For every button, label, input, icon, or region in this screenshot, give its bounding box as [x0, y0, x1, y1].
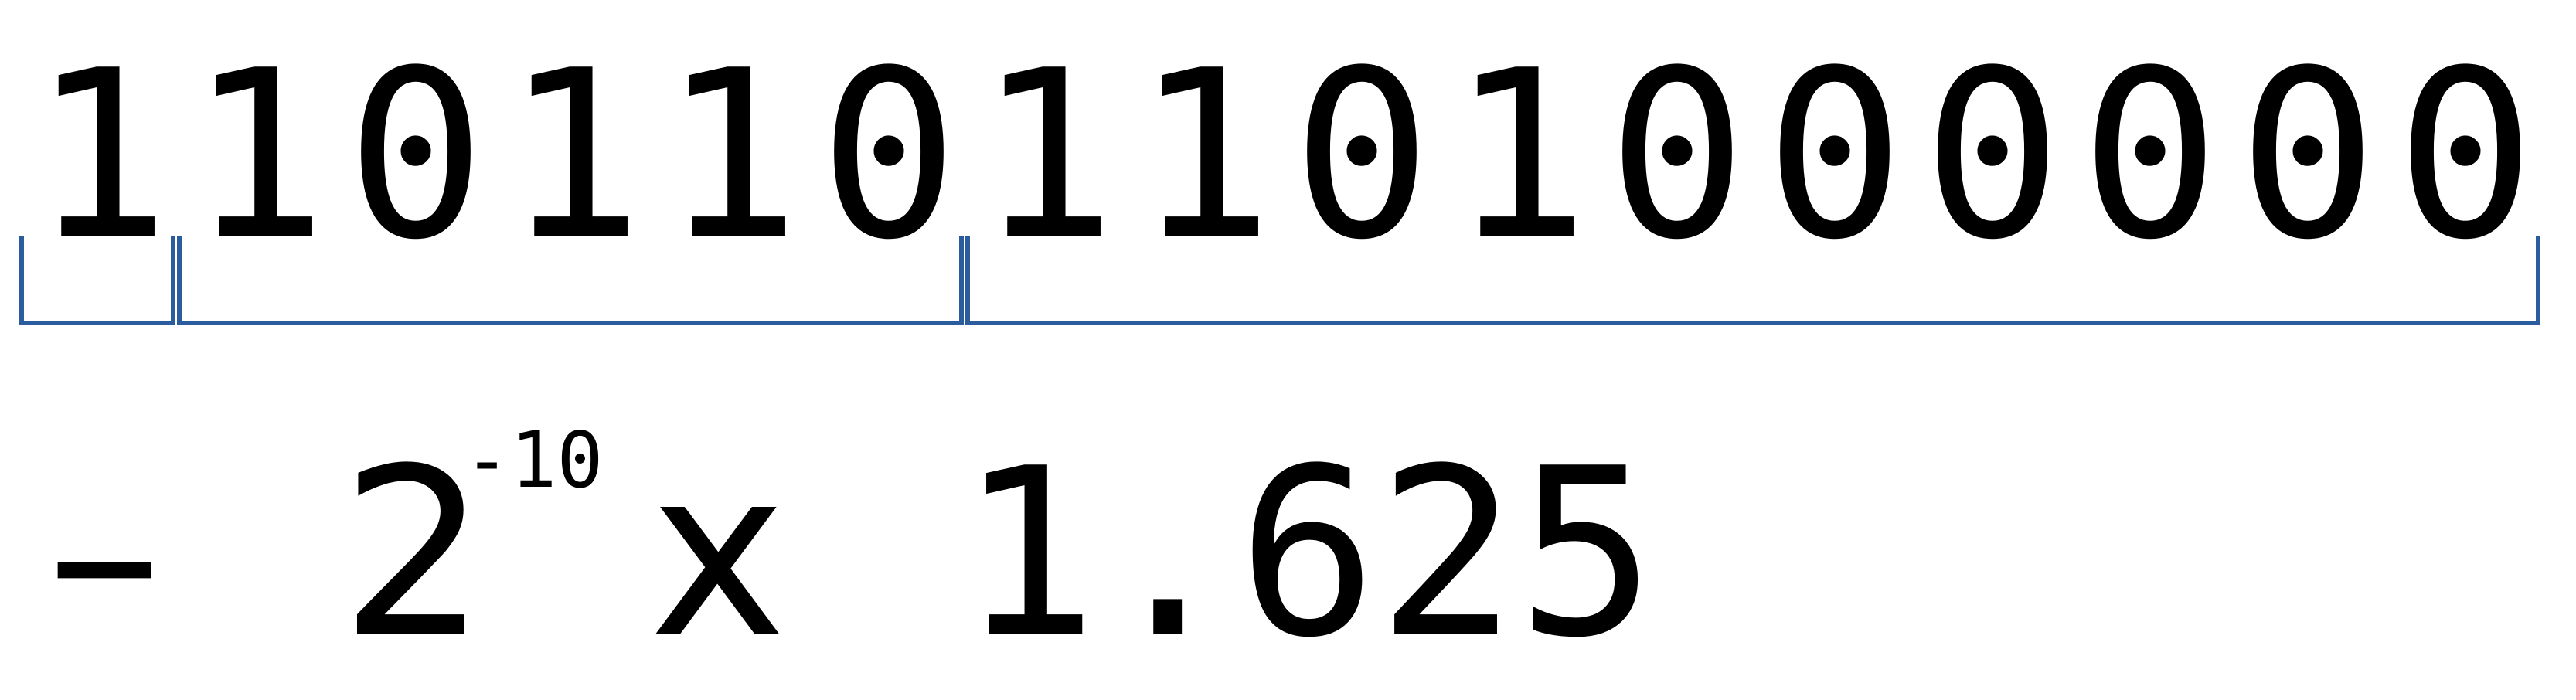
bit-digit: 0: [1923, 21, 2063, 291]
bit-digit: 1: [31, 21, 171, 291]
bit-digit: 1: [189, 21, 328, 291]
bit-digit: 0: [2081, 21, 2220, 291]
base-number: 2: [340, 419, 488, 688]
value-formula: – 2 -10 x 1.625: [46, 415, 1656, 688]
field-brackets: [19, 236, 2540, 325]
exponent-bracket: [177, 236, 964, 325]
mantissa-bracket: [965, 236, 2540, 325]
mantissa-value: 1.625: [958, 419, 1656, 688]
bit-digit: 1: [662, 21, 801, 291]
bit-digit: 0: [1765, 21, 1905, 291]
multiply-symbol: x: [649, 419, 787, 688]
sign-symbol: –: [46, 419, 162, 688]
sign-bracket: [19, 236, 175, 325]
bit-digit: 0: [346, 21, 486, 291]
bit-digit: 0: [819, 21, 959, 291]
exponent-value: -10: [464, 415, 604, 505]
bit-digit: 0: [2396, 21, 2536, 291]
bit-digit: 1: [977, 21, 1117, 291]
bit-digit: 1: [1450, 21, 1590, 291]
bit-digit: 0: [2238, 21, 2378, 291]
bit-digit: 0: [1292, 21, 1432, 291]
bit-digit: 1: [1135, 21, 1274, 291]
bit-digit: 1: [504, 21, 644, 291]
bit-digit: 0: [1608, 21, 1747, 291]
